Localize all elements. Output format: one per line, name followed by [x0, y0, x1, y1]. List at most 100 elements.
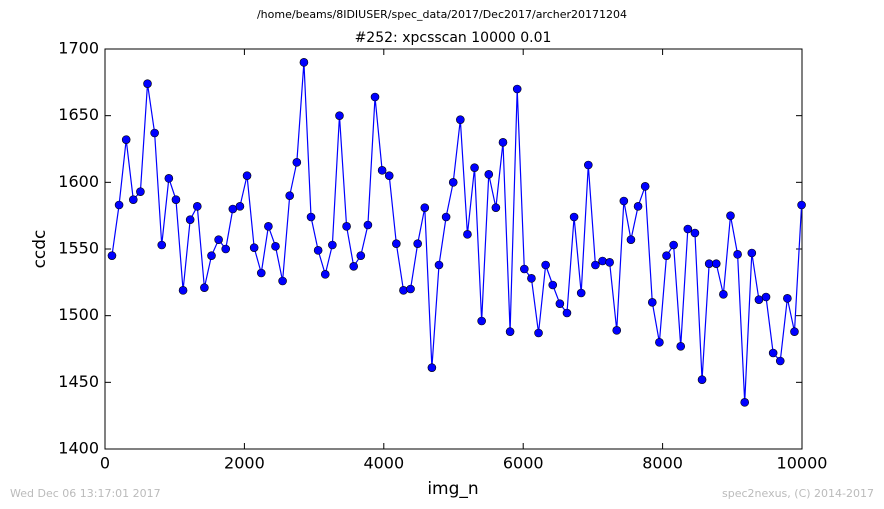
data-point: [164, 174, 174, 183]
data-point: [491, 203, 501, 212]
data-point: [541, 260, 550, 270]
y-tick-label: 1700: [58, 39, 99, 58]
data-point: [527, 274, 536, 283]
x-tick-label: 2000: [224, 454, 265, 473]
data-point: [178, 286, 188, 295]
data-point: [114, 200, 124, 210]
data-point: [647, 298, 657, 307]
data-point: [328, 240, 337, 250]
data-point: [342, 222, 351, 231]
data-point: [683, 224, 693, 234]
data-point: [200, 283, 209, 292]
data-point: [171, 195, 181, 204]
x-tick-label: 8000: [642, 454, 683, 473]
y-tick-label: 1650: [58, 105, 99, 124]
data-point: [143, 79, 152, 88]
data-point: [640, 182, 650, 191]
data-point: [605, 258, 614, 267]
data-point: [676, 342, 686, 351]
data-point: [733, 250, 742, 259]
data-point: [157, 240, 167, 250]
data-point: [406, 284, 415, 294]
data-point: [121, 135, 131, 144]
data-point: [456, 115, 465, 124]
data-point: [726, 211, 735, 220]
suptitle: /home/beams/8IDIUSER/spec_data/2017/Dec2…: [257, 8, 627, 21]
data-point: [463, 230, 472, 239]
data-point: [356, 251, 366, 260]
data-point: [313, 246, 323, 255]
y-tick-label: 1450: [58, 372, 99, 391]
footer-right: spec2nexus, (C) 2014-2017: [722, 487, 874, 500]
footer-left: Wed Dec 06 13:17:01 2017: [10, 487, 161, 500]
data-point: [335, 111, 344, 120]
data-point: [256, 268, 266, 278]
y-axis-label: ccdc: [30, 230, 50, 269]
data-point: [292, 158, 302, 167]
data-point: [697, 375, 707, 384]
data-point: [797, 200, 806, 210]
data-point: [320, 270, 330, 279]
data-point: [299, 58, 309, 67]
data-point: [392, 239, 401, 248]
data-point: [136, 187, 145, 196]
data-point: [271, 242, 280, 251]
data-point: [413, 239, 422, 248]
data-point: [669, 240, 678, 250]
x-axis-label: img_n: [427, 479, 478, 499]
x-tick-label: 4000: [363, 454, 404, 473]
data-point: [740, 398, 750, 407]
data-point: [214, 235, 223, 244]
data-point: [690, 228, 700, 238]
x-tick-label: 10000: [777, 454, 828, 473]
data-point: [128, 195, 138, 204]
x-tick-label: 0: [100, 454, 110, 473]
data-point: [761, 292, 771, 302]
data-point: [655, 338, 664, 347]
chart-title: #252: xpcsscan 10000 0.01: [355, 30, 552, 46]
data-point: [591, 260, 600, 270]
data-point: [598, 256, 607, 266]
data-point: [384, 171, 394, 180]
data-line: [111, 62, 803, 403]
y-tick-label: 1500: [58, 305, 99, 324]
data-point: [434, 260, 444, 270]
data-point: [562, 308, 572, 318]
data-point: [399, 286, 408, 295]
data-point: [285, 191, 295, 200]
data-point: [619, 196, 629, 206]
data-point: [207, 251, 216, 260]
data-point: [107, 251, 117, 260]
data-point: [711, 259, 721, 268]
data-point: [427, 363, 437, 372]
data-point: [221, 244, 231, 254]
data-point: [747, 248, 757, 258]
data-point: [441, 212, 451, 222]
data-point: [512, 84, 522, 94]
data-point: [719, 290, 728, 299]
data-point: [249, 243, 259, 252]
data-point: [470, 163, 479, 172]
data-point: [662, 251, 671, 260]
data-point: [349, 262, 358, 271]
y-tick-label: 1550: [58, 239, 99, 258]
data-point: [583, 160, 593, 170]
data-point: [790, 327, 799, 336]
data-point: [306, 212, 316, 222]
data-point: [548, 280, 558, 290]
data-point: [612, 326, 622, 335]
data-point: [768, 348, 778, 358]
data-point: [363, 220, 373, 230]
data-point: [377, 166, 387, 175]
data-point: [783, 294, 792, 303]
y-tick-label: 1600: [58, 172, 99, 191]
y-tick-label: 1400: [58, 439, 99, 458]
data-point: [704, 259, 714, 268]
plot-frame: [104, 48, 803, 450]
data-point: [520, 264, 529, 274]
data-point: [754, 295, 764, 304]
data-point: [185, 215, 195, 224]
data-point: [264, 222, 273, 231]
data-point: [534, 328, 543, 338]
